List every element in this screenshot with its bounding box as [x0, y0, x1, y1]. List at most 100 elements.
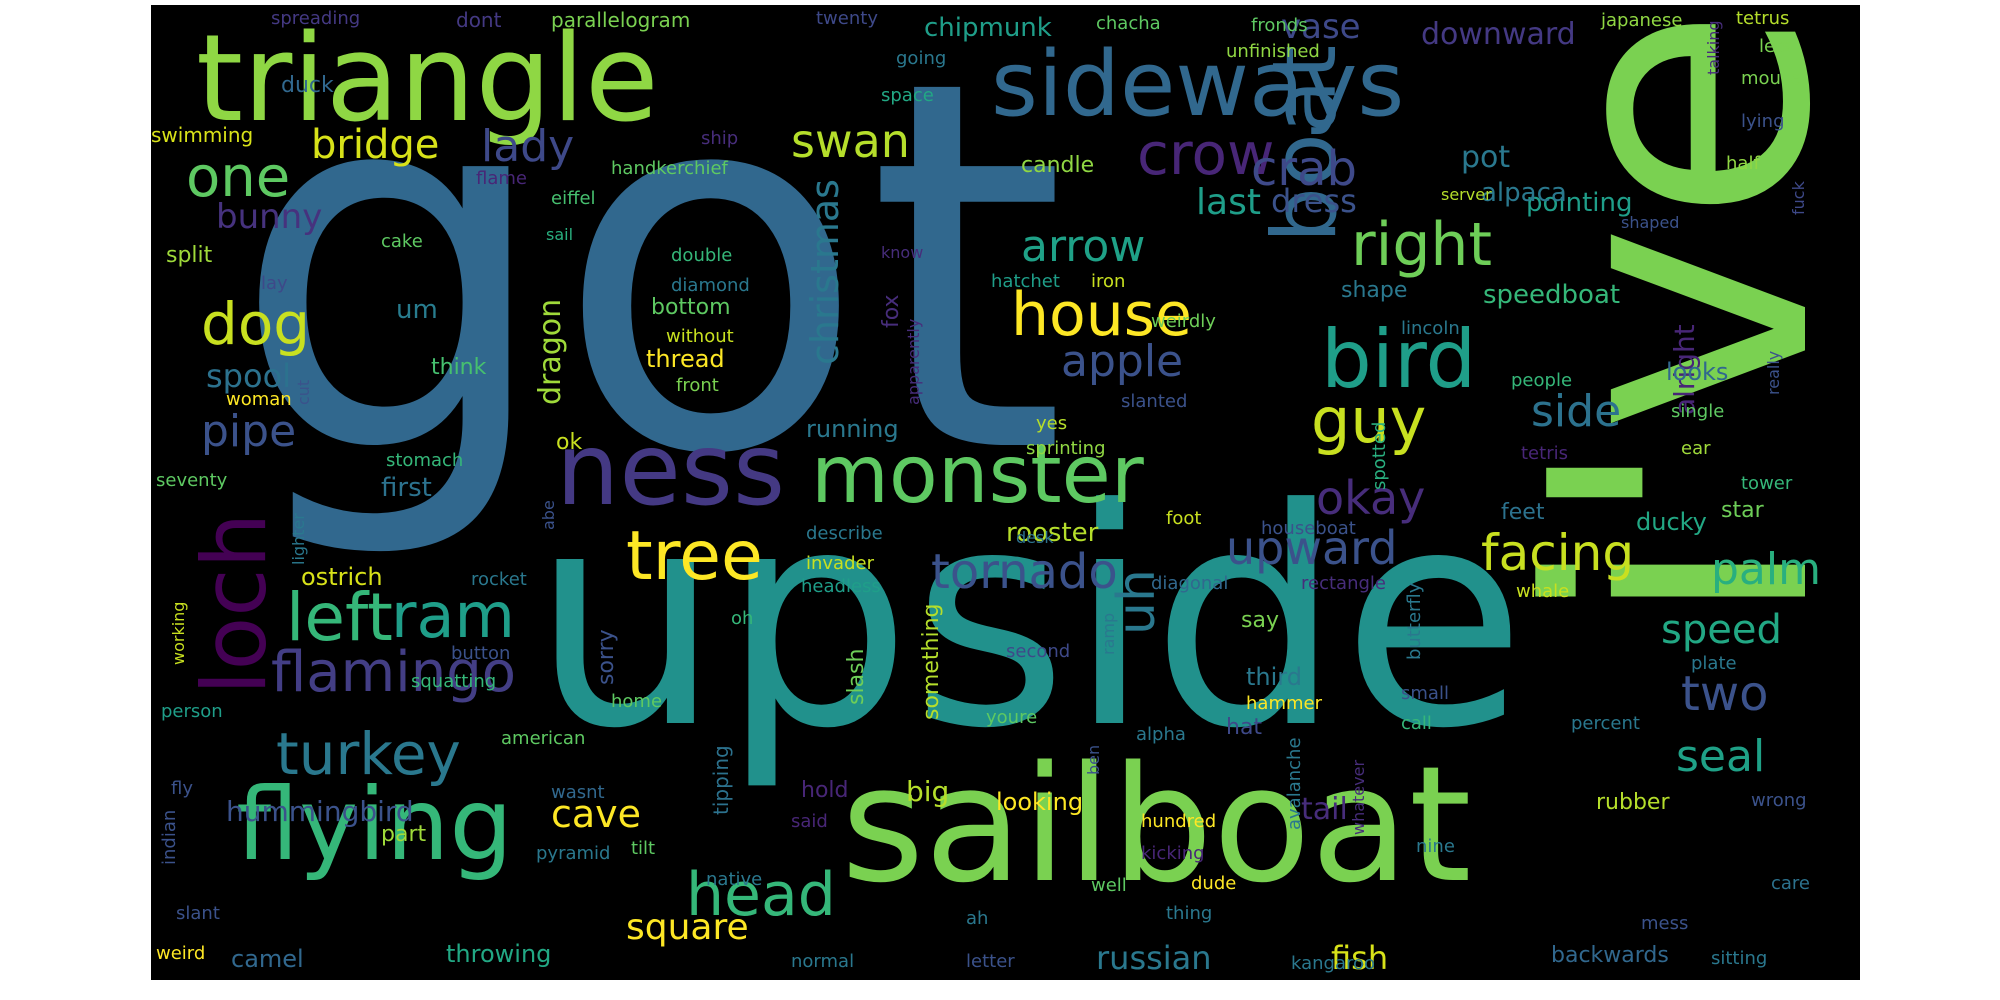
word-lying: lying — [1741, 111, 1785, 132]
word-bottom: bottom — [651, 295, 731, 320]
word-ness: ness — [556, 411, 786, 528]
word-chacha: chacha — [1096, 13, 1161, 34]
word-cloud: got upside sailboat i've triangle sideways boa… — [151, 5, 1860, 980]
word-vase: vase — [1281, 7, 1361, 47]
word-big: big — [906, 775, 950, 808]
word-avalanche: avalanche — [1284, 737, 1305, 830]
word-sitting: sitting — [1711, 948, 1768, 969]
word-know: know — [881, 243, 924, 262]
word-backwards: backwards — [1551, 943, 1669, 968]
word-two: two — [1681, 666, 1769, 722]
word-hundred: hundred — [1141, 811, 1217, 832]
word-headless: headless — [801, 576, 881, 597]
word-desk: desk — [1016, 528, 1054, 547]
word-lady: lady — [481, 121, 575, 172]
word-flamingo: flamingo — [271, 640, 516, 705]
word-one: one — [186, 145, 291, 210]
word-flying: flying — [236, 766, 513, 883]
word-home: home — [611, 691, 663, 712]
word-sorry: sorry — [594, 629, 619, 685]
word-kicking: kicking — [1141, 843, 1205, 864]
word-spool: spool — [206, 357, 292, 395]
word-russian: russian — [1096, 939, 1212, 977]
word-ok: ok — [556, 430, 583, 455]
word-um: um — [396, 295, 438, 325]
word-youre: youre — [986, 707, 1038, 728]
word-slash: slash — [844, 648, 869, 705]
word-apple: apple — [1061, 336, 1184, 387]
word-last: last — [1196, 182, 1261, 223]
word-star: star — [1721, 498, 1764, 523]
word-seventy: seventy — [156, 470, 228, 491]
word-weirdly: weirdly — [1151, 311, 1216, 332]
word-throwing: throwing — [446, 940, 552, 968]
word-rooster: rooster — [1006, 518, 1099, 548]
word-ducky: ducky — [1636, 508, 1707, 536]
word-foot: foot — [1166, 508, 1202, 529]
word-abe: abe — [539, 500, 558, 530]
word-percent: percent — [1571, 713, 1640, 734]
word-oh: oh — [731, 608, 754, 629]
word-loch: loch — [183, 512, 286, 695]
word-handkerchief: handkerchief — [611, 158, 728, 179]
word-dude: dude — [1191, 873, 1237, 894]
word-sideways: sideways — [991, 32, 1405, 137]
word-ramp: ramp — [1099, 612, 1118, 655]
word-lets: lets — [1759, 36, 1792, 57]
word-unfinished: unfinished — [1226, 41, 1320, 62]
word-hat: hat — [1226, 715, 1263, 740]
word-shaped: shaped — [1621, 213, 1680, 232]
word-eiffel: eiffel — [551, 188, 596, 209]
word-letter: letter — [966, 951, 1015, 972]
word-stomach: stomach — [386, 450, 464, 471]
word-tipping: tipping — [709, 745, 733, 815]
word-japanese: japanese — [1601, 10, 1683, 31]
word-working: working — [169, 601, 188, 665]
word-said: said — [791, 811, 828, 832]
word-indian: indian — [159, 809, 180, 865]
word-button: button — [451, 643, 511, 664]
word-house: house — [1011, 280, 1192, 350]
word-yes: yes — [1036, 413, 1068, 434]
word-hatchet: hatchet — [991, 271, 1060, 292]
word-alpha: alpha — [1136, 724, 1186, 745]
word-feet: feet — [1501, 500, 1545, 525]
word-bird: bird — [1321, 313, 1477, 406]
word-sailboat: sailboat — [841, 731, 1472, 918]
word-lighter: lighter — [289, 513, 308, 565]
word-lay: lay — [261, 273, 288, 294]
word-slanted: slanted — [1121, 391, 1188, 412]
word-fox: fox — [879, 294, 904, 328]
word-half: half — [1726, 153, 1760, 174]
word-pointing: pointing — [1526, 188, 1633, 218]
word-people: people — [1511, 370, 1573, 391]
word-going: going — [896, 48, 947, 69]
word-upside: upside — [531, 445, 1527, 794]
word-arrow: arrow — [1021, 221, 1146, 272]
word-something: something — [919, 603, 944, 720]
word-guy: guy — [1311, 384, 1427, 457]
word-tower: tower — [1741, 473, 1793, 494]
word-care: care — [1771, 873, 1811, 894]
word-triangle: triangle — [196, 10, 659, 149]
word-tilt: tilt — [631, 838, 656, 859]
word-sail: sail — [546, 225, 574, 244]
word-ben: ben — [1084, 744, 1103, 775]
word-diamond: diamond — [671, 275, 750, 296]
word-pipe: pipe — [201, 406, 297, 457]
word-iron: iron — [1091, 271, 1126, 292]
word-first: first — [381, 473, 432, 503]
word-seal: seal — [1676, 731, 1766, 782]
word-thread: thread — [646, 345, 725, 373]
word-invader: invader — [806, 553, 874, 574]
word-lincoln: lincoln — [1401, 318, 1460, 339]
word-woman: woman — [226, 389, 292, 410]
word-think: think — [431, 355, 487, 380]
word-fuck: fuck — [1789, 181, 1808, 215]
word-space: space — [881, 85, 934, 106]
word-american: american — [501, 728, 586, 749]
word-twenty: twenty — [816, 8, 878, 29]
word-spreading: spreading — [271, 8, 361, 29]
word-pot: pot — [1461, 140, 1511, 175]
word-ship: ship — [701, 128, 739, 149]
